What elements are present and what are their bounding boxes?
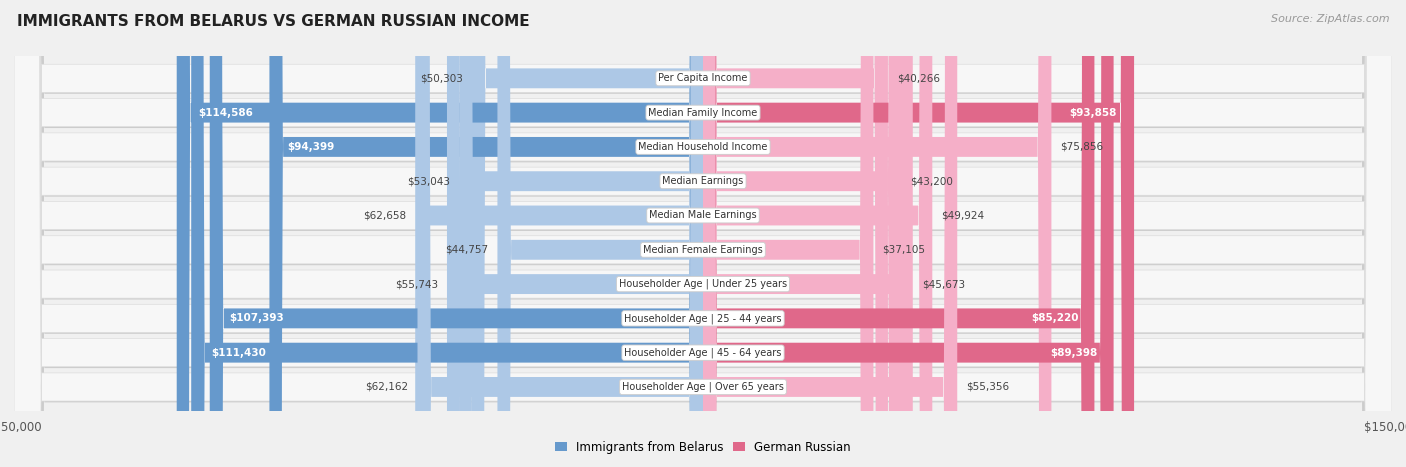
Text: Median Earnings: Median Earnings — [662, 176, 744, 186]
FancyBboxPatch shape — [17, 0, 1389, 467]
Legend: Immigrants from Belarus, German Russian: Immigrants from Belarus, German Russian — [550, 436, 856, 458]
Text: $93,858: $93,858 — [1070, 107, 1116, 118]
Text: Source: ZipAtlas.com: Source: ZipAtlas.com — [1271, 14, 1389, 24]
FancyBboxPatch shape — [14, 0, 1392, 467]
FancyBboxPatch shape — [14, 0, 1392, 467]
FancyBboxPatch shape — [415, 0, 703, 467]
FancyBboxPatch shape — [703, 0, 1094, 467]
FancyBboxPatch shape — [703, 0, 1135, 467]
Text: $111,430: $111,430 — [212, 347, 267, 358]
Text: Per Capita Income: Per Capita Income — [658, 73, 748, 83]
FancyBboxPatch shape — [703, 0, 932, 467]
Text: $55,743: $55,743 — [395, 279, 437, 289]
FancyBboxPatch shape — [460, 0, 703, 467]
Text: $85,220: $85,220 — [1031, 313, 1078, 323]
FancyBboxPatch shape — [177, 0, 703, 467]
FancyBboxPatch shape — [17, 0, 1389, 467]
Text: Householder Age | 25 - 44 years: Householder Age | 25 - 44 years — [624, 313, 782, 324]
Text: $62,658: $62,658 — [363, 211, 406, 220]
FancyBboxPatch shape — [270, 0, 703, 467]
Text: $49,924: $49,924 — [942, 211, 984, 220]
FancyBboxPatch shape — [17, 0, 1389, 467]
FancyBboxPatch shape — [17, 0, 1389, 467]
Text: $114,586: $114,586 — [198, 107, 253, 118]
Text: $75,856: $75,856 — [1060, 142, 1104, 152]
FancyBboxPatch shape — [703, 0, 957, 467]
FancyBboxPatch shape — [703, 0, 1114, 467]
Text: Householder Age | Over 65 years: Householder Age | Over 65 years — [621, 382, 785, 392]
Text: Householder Age | Under 25 years: Householder Age | Under 25 years — [619, 279, 787, 290]
FancyBboxPatch shape — [14, 0, 1392, 467]
Text: $44,757: $44,757 — [446, 245, 488, 255]
FancyBboxPatch shape — [703, 0, 901, 467]
FancyBboxPatch shape — [17, 0, 1389, 467]
Text: IMMIGRANTS FROM BELARUS VS GERMAN RUSSIAN INCOME: IMMIGRANTS FROM BELARUS VS GERMAN RUSSIA… — [17, 14, 530, 29]
FancyBboxPatch shape — [14, 0, 1392, 467]
FancyBboxPatch shape — [17, 0, 1389, 467]
Text: $45,673: $45,673 — [922, 279, 965, 289]
Text: $89,398: $89,398 — [1050, 347, 1097, 358]
FancyBboxPatch shape — [703, 0, 889, 467]
FancyBboxPatch shape — [14, 0, 1392, 467]
FancyBboxPatch shape — [703, 0, 912, 467]
Text: Median Family Income: Median Family Income — [648, 107, 758, 118]
FancyBboxPatch shape — [14, 0, 1392, 467]
Text: Median Male Earnings: Median Male Earnings — [650, 211, 756, 220]
FancyBboxPatch shape — [472, 0, 703, 467]
FancyBboxPatch shape — [498, 0, 703, 467]
FancyBboxPatch shape — [209, 0, 703, 467]
FancyBboxPatch shape — [703, 0, 873, 467]
FancyBboxPatch shape — [191, 0, 703, 467]
FancyBboxPatch shape — [14, 0, 1392, 467]
Text: $94,399: $94,399 — [287, 142, 335, 152]
FancyBboxPatch shape — [17, 0, 1389, 467]
Text: $107,393: $107,393 — [229, 313, 284, 323]
FancyBboxPatch shape — [447, 0, 703, 467]
Text: $55,356: $55,356 — [966, 382, 1010, 392]
Text: Householder Age | 45 - 64 years: Householder Age | 45 - 64 years — [624, 347, 782, 358]
Text: Median Female Earnings: Median Female Earnings — [643, 245, 763, 255]
Text: $43,200: $43,200 — [911, 176, 953, 186]
Text: $50,303: $50,303 — [420, 73, 463, 83]
FancyBboxPatch shape — [14, 0, 1392, 467]
Text: $40,266: $40,266 — [897, 73, 941, 83]
FancyBboxPatch shape — [14, 0, 1392, 467]
Text: $62,162: $62,162 — [366, 382, 408, 392]
FancyBboxPatch shape — [17, 0, 1389, 467]
FancyBboxPatch shape — [17, 0, 1389, 467]
Text: $53,043: $53,043 — [408, 176, 450, 186]
FancyBboxPatch shape — [14, 0, 1392, 467]
Text: Median Household Income: Median Household Income — [638, 142, 768, 152]
FancyBboxPatch shape — [17, 0, 1389, 467]
FancyBboxPatch shape — [703, 0, 1052, 467]
FancyBboxPatch shape — [418, 0, 703, 467]
Text: $37,105: $37,105 — [883, 245, 925, 255]
